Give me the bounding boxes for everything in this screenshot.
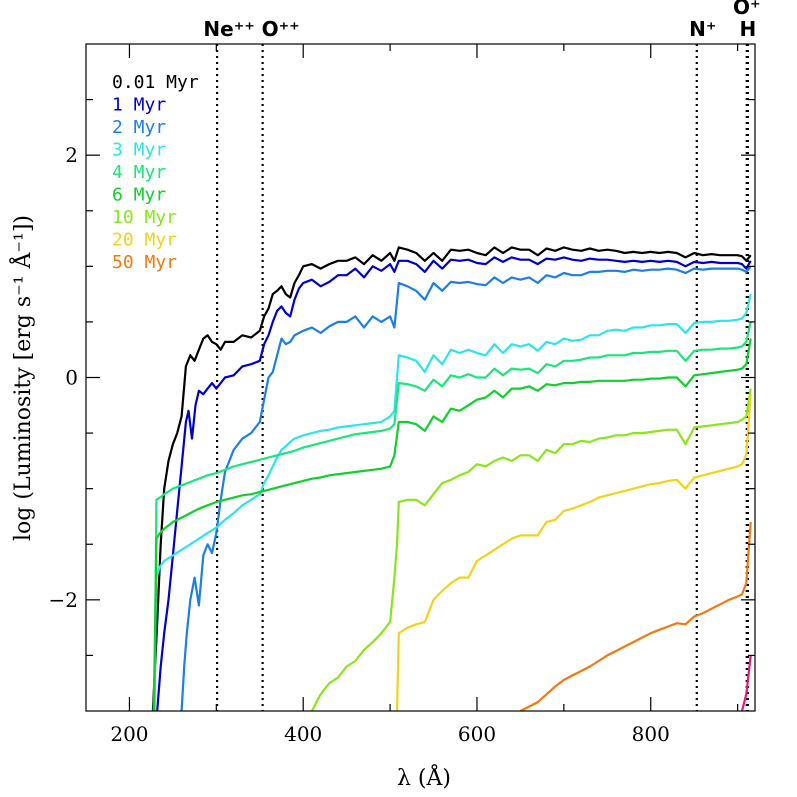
series-line [152, 338, 752, 711]
x-axis-title: λ (Å) [397, 763, 451, 791]
series-line [395, 394, 752, 711]
legend-entry: 6 Myr [112, 185, 166, 206]
series-line [740, 655, 752, 711]
y-tick-label: −2 [49, 588, 78, 612]
legend-entry: 2 Myr [112, 117, 166, 138]
ionization-edge-label: O⁺⁺ [262, 17, 300, 41]
x-axis-ticks: 200 400 600 800 [110, 44, 739, 746]
series-line [153, 321, 752, 711]
series-lines [151, 246, 752, 711]
series-line [151, 246, 752, 711]
y-tick-label: 0 [65, 366, 78, 390]
ionization-edge-label: H [740, 17, 757, 41]
legend-entry: 20 Myr [112, 230, 177, 251]
ionization-edge-label: Ne⁺⁺ [203, 17, 254, 41]
x-tick-label: 400 [284, 722, 322, 746]
series-line [519, 521, 752, 711]
legend-entry: 3 Myr [112, 140, 166, 161]
x-tick-label: 200 [110, 722, 148, 746]
x-tick-label: 800 [632, 722, 670, 746]
ionization-edge-labels: Ne⁺⁺ O⁺⁺ N⁺ O⁺H [203, 0, 760, 41]
series-line [180, 265, 752, 711]
series-line [310, 388, 752, 711]
series-line [152, 293, 752, 711]
y-axis-ticks: −2 0 2 [49, 98, 755, 657]
series-line [156, 256, 752, 711]
legend-entry: 4 Myr [112, 162, 166, 183]
legend-entry: 1 Myr [112, 95, 166, 116]
y-tick-label: 2 [65, 143, 78, 167]
legend-entry: 10 Myr [112, 207, 177, 228]
x-tick-label: 600 [458, 722, 496, 746]
ionization-edge-label: O⁺ [733, 0, 761, 19]
ionization-edge-label: N⁺ [689, 17, 716, 41]
y-axis-title: log (Luminosity [erg s⁻¹ Å⁻¹]) [8, 215, 36, 541]
legend-entry: 50 Myr [112, 252, 177, 273]
legend-entry: 0.01 Myr [112, 72, 199, 93]
